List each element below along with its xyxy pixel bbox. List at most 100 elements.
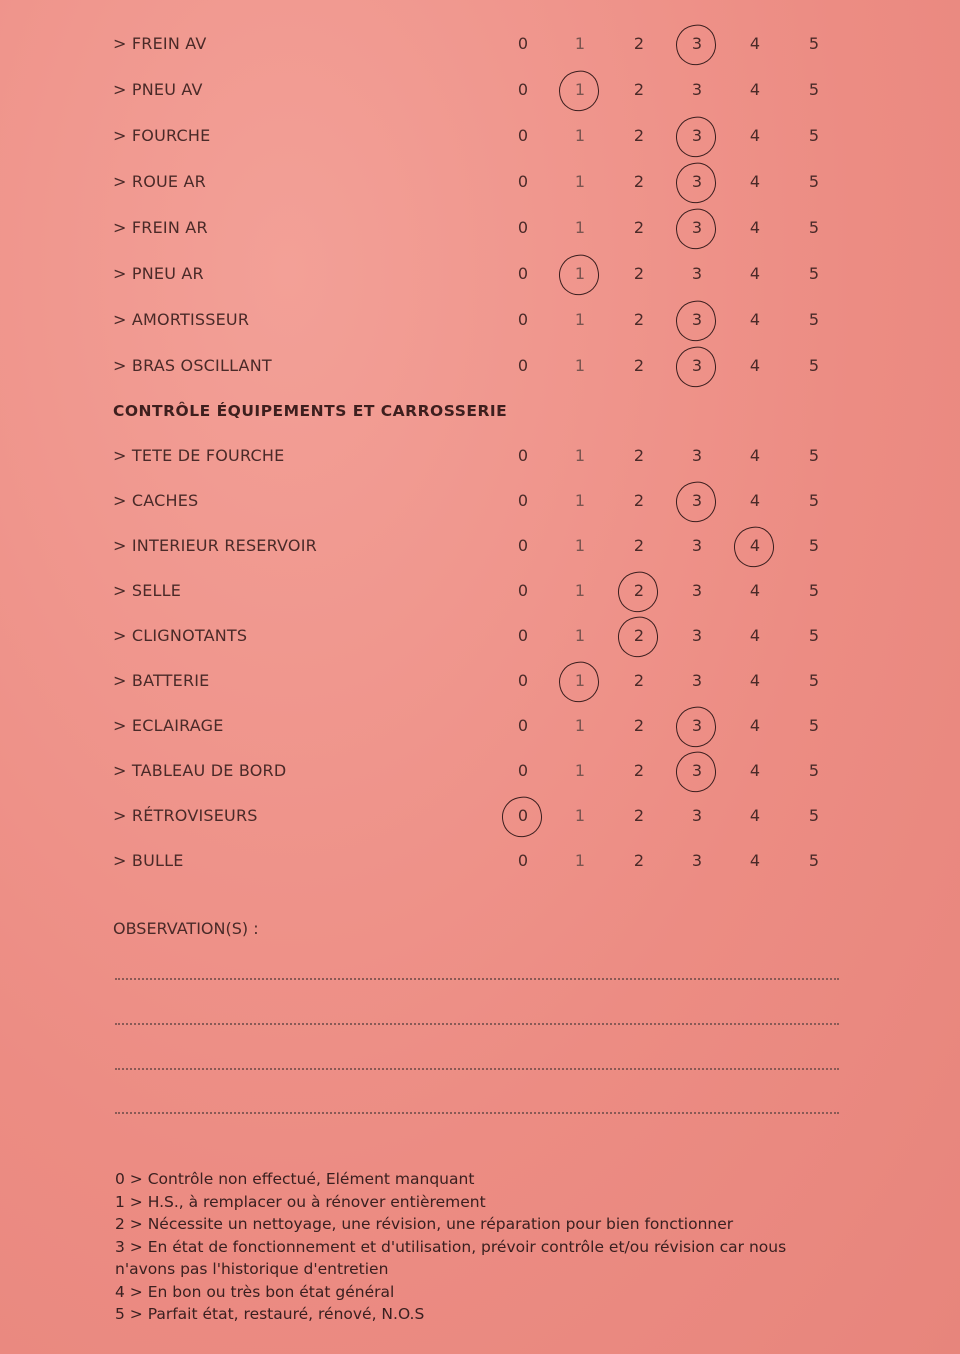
score-option[interactable]: 4 xyxy=(749,80,761,99)
score-option[interactable]: 0 xyxy=(517,851,529,870)
score-option[interactable]: 5 xyxy=(808,218,820,237)
score-option[interactable]: 2 xyxy=(633,716,645,735)
score-option[interactable]: 5 xyxy=(808,310,820,329)
score-option-circled[interactable]: 3 xyxy=(687,34,707,53)
observation-line[interactable] xyxy=(115,1023,839,1025)
score-option[interactable]: 2 xyxy=(633,264,645,283)
score-option[interactable]: 0 xyxy=(517,671,529,690)
score-option-circled[interactable]: 2 xyxy=(629,581,649,600)
score-option[interactable]: 5 xyxy=(808,806,820,825)
score-option[interactable]: 3 xyxy=(691,626,703,645)
score-option[interactable]: 1 xyxy=(574,851,586,870)
score-option[interactable]: 2 xyxy=(633,536,645,555)
score-option[interactable]: 2 xyxy=(633,172,645,191)
score-option[interactable]: 4 xyxy=(749,626,761,645)
score-option[interactable]: 0 xyxy=(517,126,529,145)
score-option-circled[interactable]: 3 xyxy=(687,716,707,735)
score-option[interactable]: 4 xyxy=(749,806,761,825)
score-option[interactable]: 4 xyxy=(749,356,761,375)
score-option[interactable]: 0 xyxy=(517,581,529,600)
score-option[interactable]: 0 xyxy=(517,536,529,555)
score-option[interactable]: 1 xyxy=(574,491,586,510)
score-option[interactable]: 4 xyxy=(749,34,761,53)
score-option[interactable]: 3 xyxy=(691,80,703,99)
score-option-circled[interactable]: 1 xyxy=(570,671,590,690)
score-option-circled[interactable]: 1 xyxy=(570,80,590,99)
score-option[interactable]: 0 xyxy=(517,310,529,329)
score-option[interactable]: 3 xyxy=(691,851,703,870)
score-option-circled[interactable]: 4 xyxy=(745,536,765,555)
score-option-circled[interactable]: 3 xyxy=(687,761,707,780)
score-option[interactable]: 5 xyxy=(808,671,820,690)
score-option[interactable]: 1 xyxy=(574,716,586,735)
score-option[interactable]: 2 xyxy=(633,446,645,465)
score-option-circled[interactable]: 3 xyxy=(687,491,707,510)
score-option[interactable]: 1 xyxy=(574,626,586,645)
score-option[interactable]: 5 xyxy=(808,356,820,375)
score-option[interactable]: 5 xyxy=(808,761,820,780)
score-option[interactable]: 2 xyxy=(633,806,645,825)
score-option[interactable]: 2 xyxy=(633,491,645,510)
score-option[interactable]: 0 xyxy=(517,626,529,645)
score-option[interactable]: 5 xyxy=(808,80,820,99)
score-option[interactable]: 0 xyxy=(517,491,529,510)
score-option[interactable]: 4 xyxy=(749,581,761,600)
score-option[interactable]: 0 xyxy=(517,218,529,237)
observation-line[interactable] xyxy=(115,978,839,980)
score-option[interactable]: 2 xyxy=(633,218,645,237)
observation-line[interactable] xyxy=(115,1068,839,1070)
score-option[interactable]: 4 xyxy=(749,310,761,329)
score-option[interactable]: 1 xyxy=(574,218,586,237)
score-option[interactable]: 4 xyxy=(749,716,761,735)
score-option[interactable]: 3 xyxy=(691,446,703,465)
score-option[interactable]: 5 xyxy=(808,446,820,465)
score-option[interactable]: 3 xyxy=(691,264,703,283)
score-option[interactable]: 1 xyxy=(574,126,586,145)
score-option[interactable]: 1 xyxy=(574,356,586,375)
score-option[interactable]: 5 xyxy=(808,716,820,735)
score-option[interactable]: 1 xyxy=(574,581,586,600)
score-option[interactable]: 2 xyxy=(633,671,645,690)
score-option[interactable]: 5 xyxy=(808,626,820,645)
score-option-circled[interactable]: 3 xyxy=(687,310,707,329)
score-option[interactable]: 4 xyxy=(749,264,761,283)
score-option[interactable]: 2 xyxy=(633,126,645,145)
score-option[interactable]: 5 xyxy=(808,264,820,283)
score-option[interactable]: 5 xyxy=(808,851,820,870)
score-option[interactable]: 1 xyxy=(574,761,586,780)
score-option[interactable]: 1 xyxy=(574,310,586,329)
score-option[interactable]: 1 xyxy=(574,806,586,825)
score-option[interactable]: 2 xyxy=(633,310,645,329)
score-option[interactable]: 5 xyxy=(808,581,820,600)
score-option[interactable]: 5 xyxy=(808,34,820,53)
score-option[interactable]: 2 xyxy=(633,34,645,53)
score-option[interactable]: 1 xyxy=(574,536,586,555)
score-option[interactable]: 0 xyxy=(517,80,529,99)
score-option[interactable]: 0 xyxy=(517,446,529,465)
score-option[interactable]: 5 xyxy=(808,491,820,510)
score-option[interactable]: 2 xyxy=(633,356,645,375)
score-option[interactable]: 0 xyxy=(517,172,529,191)
score-option[interactable]: 4 xyxy=(749,761,761,780)
score-option[interactable]: 4 xyxy=(749,218,761,237)
score-option[interactable]: 5 xyxy=(808,172,820,191)
score-option[interactable]: 5 xyxy=(808,126,820,145)
score-option[interactable]: 1 xyxy=(574,34,586,53)
score-option[interactable]: 2 xyxy=(633,851,645,870)
score-option[interactable]: 0 xyxy=(517,34,529,53)
score-option[interactable]: 5 xyxy=(808,536,820,555)
score-option-circled[interactable]: 3 xyxy=(687,172,707,191)
score-option[interactable]: 3 xyxy=(691,581,703,600)
score-option[interactable]: 4 xyxy=(749,172,761,191)
score-option[interactable]: 4 xyxy=(749,851,761,870)
score-option[interactable]: 1 xyxy=(574,446,586,465)
score-option[interactable]: 3 xyxy=(691,806,703,825)
score-option-circled[interactable]: 2 xyxy=(629,626,649,645)
score-option[interactable]: 0 xyxy=(517,356,529,375)
score-option-circled[interactable]: 3 xyxy=(687,356,707,375)
score-option-circled[interactable]: 1 xyxy=(570,264,590,283)
score-option-circled[interactable]: 0 xyxy=(513,806,533,825)
score-option[interactable]: 1 xyxy=(574,172,586,191)
score-option[interactable]: 4 xyxy=(749,126,761,145)
score-option[interactable]: 3 xyxy=(691,536,703,555)
